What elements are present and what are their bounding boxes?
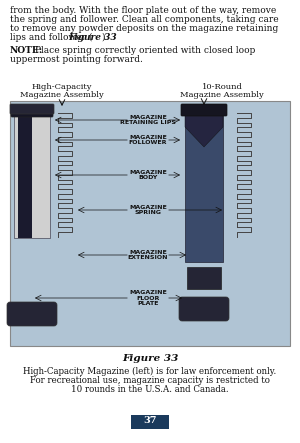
Text: High-Capacity: High-Capacity bbox=[32, 83, 92, 91]
Text: the spring and follower. Clean all components, taking care: the spring and follower. Clean all compo… bbox=[10, 15, 279, 24]
Bar bbox=[185, 107, 223, 262]
Text: High-Capacity Magazine (left) is for law enforcement only.: High-Capacity Magazine (left) is for law… bbox=[23, 367, 277, 376]
Text: MAGAZINE
FLOOR
PLATE: MAGAZINE FLOOR PLATE bbox=[129, 290, 167, 306]
Text: NOTE:: NOTE: bbox=[10, 46, 43, 55]
FancyBboxPatch shape bbox=[181, 104, 227, 116]
Text: from the body. With the floor plate out of the way, remove: from the body. With the floor plate out … bbox=[10, 6, 276, 15]
Text: MAGAZINE
BODY: MAGAZINE BODY bbox=[129, 170, 167, 180]
Text: Magazine Assembly: Magazine Assembly bbox=[180, 91, 264, 99]
FancyBboxPatch shape bbox=[7, 302, 57, 326]
Polygon shape bbox=[185, 107, 223, 147]
Bar bbox=[187, 267, 221, 289]
Bar bbox=[131, 415, 169, 429]
Text: lips and follower (: lips and follower ( bbox=[10, 33, 92, 42]
Bar bbox=[10, 101, 290, 346]
Bar bbox=[14, 108, 50, 238]
FancyBboxPatch shape bbox=[179, 297, 229, 321]
Text: Figure 33: Figure 33 bbox=[68, 33, 117, 42]
FancyBboxPatch shape bbox=[11, 105, 53, 117]
Text: Magazine Assembly: Magazine Assembly bbox=[20, 91, 104, 99]
Text: ).: ). bbox=[101, 33, 107, 42]
Text: MAGAZINE
RETAINING LIPS: MAGAZINE RETAINING LIPS bbox=[120, 115, 176, 125]
Text: Place spring correctly oriented with closed loop: Place spring correctly oriented with clo… bbox=[32, 46, 255, 55]
FancyBboxPatch shape bbox=[10, 104, 54, 114]
Text: MAGAZINE
SPRING: MAGAZINE SPRING bbox=[129, 205, 167, 215]
Text: MAGAZINE
EXTENSION: MAGAZINE EXTENSION bbox=[128, 249, 168, 260]
Text: 37: 37 bbox=[143, 416, 157, 425]
Text: 10-Round: 10-Round bbox=[202, 83, 242, 91]
Text: to remove any powder deposits on the magazine retaining: to remove any powder deposits on the mag… bbox=[10, 24, 278, 33]
Bar bbox=[18, 108, 32, 238]
Text: 10 rounds in the U.S.A. and Canada.: 10 rounds in the U.S.A. and Canada. bbox=[71, 385, 229, 394]
Text: uppermost pointing forward.: uppermost pointing forward. bbox=[10, 55, 143, 64]
Text: For recreational use, magazine capacity is restricted to: For recreational use, magazine capacity … bbox=[30, 376, 270, 385]
Text: MAGAZINE
FOLLOWER: MAGAZINE FOLLOWER bbox=[129, 135, 167, 145]
Text: Figure 33: Figure 33 bbox=[122, 354, 178, 363]
